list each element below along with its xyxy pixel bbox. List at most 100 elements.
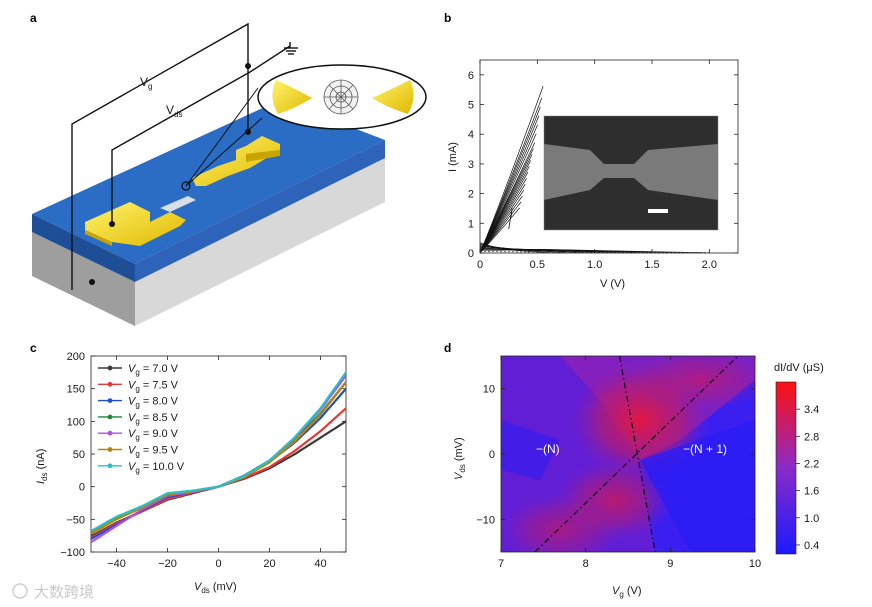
iv-sweep-line (480, 178, 527, 253)
plot-c-axes: −40 −20 0 20 40 −100 −50 0 50 100 150 200 (60, 351, 346, 570)
iv-sweep-line (480, 189, 525, 253)
region-right-label: −(N + 1) (683, 442, 727, 456)
region-left-label: −(N) (536, 442, 560, 456)
vds-label: Vds (166, 103, 182, 119)
plot-b-xlabel: V (V) (600, 278, 625, 290)
y-tick-label: −100 (60, 547, 85, 559)
colorbar-tick-label: 3.4 (804, 404, 819, 416)
oxide-front (32, 214, 135, 282)
colorbar-tick-label: 1.6 (804, 486, 819, 498)
iv-sweep-line (480, 195, 523, 253)
x-tick-label: 0.5 (530, 259, 545, 271)
substrate-side (135, 158, 385, 326)
iv-sweep-line (480, 124, 538, 253)
y-tick-label: 5 (468, 100, 474, 112)
legend-marker (107, 414, 113, 420)
y-tick-label: 150 (67, 384, 85, 396)
legend-marker (107, 381, 113, 387)
legend-label: Vg = 9.5 V (128, 445, 179, 459)
panel-b: b 0 0.5 1.0 1.5 2.0 0 1 2 3 4 5 6 V (V) I (mA) (444, 11, 739, 290)
zoom-line-2 (185, 117, 263, 187)
legend-label: Vg = 8.0 V (128, 396, 179, 410)
plot-b-ylabel: I (mA) (447, 142, 459, 172)
iv-sweep-line (480, 183, 526, 253)
plot-d-axes: 7 8 9 10 −10 0 10 (476, 356, 761, 570)
legend-label: Vg = 7.5 V (128, 379, 179, 393)
colorbar-title: dI/dV (μS) (774, 362, 824, 374)
oxide-side (135, 140, 385, 282)
watermark-logo-icon (12, 583, 28, 599)
x-tick-label: −20 (158, 558, 177, 570)
substrate-front (32, 232, 135, 326)
legend-label: Vg = 9.0 V (128, 428, 179, 442)
degeneracy-line (534, 356, 739, 552)
y-tick-label: 10 (483, 384, 495, 396)
plot-c-xlabel: Vds (mV) (194, 581, 237, 595)
colorbar-tick-label: 2.8 (804, 431, 819, 443)
x-tick-label: 9 (667, 558, 673, 570)
heatmap (501, 356, 755, 552)
y-tick-label: 4 (468, 129, 474, 141)
panel-d-letter: d (444, 341, 451, 355)
source-contact (109, 221, 115, 227)
y-tick-label: 200 (67, 351, 85, 363)
x-tick-label: 0 (215, 558, 221, 570)
gate-contact (89, 279, 95, 285)
panel-a: a Vg Vds (30, 11, 427, 326)
iv-sweep-line (480, 97, 543, 253)
y-tick-label: 100 (67, 416, 85, 428)
y-tick-label: −10 (476, 514, 495, 526)
iv-sweep-line (480, 115, 540, 253)
watermark: 大数跨境 (12, 583, 94, 601)
legend-label: Vg = 7.0 V (128, 363, 179, 377)
legend-marker (107, 398, 113, 403)
x-tick-label: 40 (314, 558, 326, 570)
x-tick-label: 2.0 (702, 259, 717, 271)
panel-a-letter: a (30, 11, 37, 25)
y-tick-label: 0 (489, 449, 495, 461)
panel-c-letter: c (30, 341, 37, 355)
plot-b-frame (479, 59, 739, 254)
vg-label: Vg (140, 75, 152, 91)
nanogap-marker (181, 181, 191, 191)
legend-marker (107, 365, 113, 371)
colorbar (775, 381, 797, 555)
y-tick-label: 0 (79, 482, 85, 494)
plot-d-ylabel: Vds (mV) (453, 437, 467, 480)
plot-c-ylabel: Ids (nA) (35, 449, 49, 484)
y-tick-label: −50 (66, 514, 85, 526)
iv-return-line (480, 249, 704, 253)
x-tick-label: 1.5 (644, 259, 659, 271)
legend-label: Vg = 8.5 V (128, 412, 179, 426)
colorbar-ticks: 3.4 2.8 2.2 1.6 1.0 0.4 (796, 404, 819, 552)
x-tick-label: 10 (749, 558, 761, 570)
x-tick-label: 20 (263, 558, 275, 570)
colorbar-tick-label: 1.0 (804, 513, 819, 525)
plot-d-xlabel: Vg (V) (612, 585, 642, 599)
degeneracy-line (618, 356, 656, 552)
panel-b-letter: b (444, 11, 451, 25)
gold-electrodes (85, 136, 280, 246)
legend-label: Vg = 10.0 V (128, 461, 185, 475)
y-tick-label: 0 (468, 248, 474, 260)
degeneracy-lines (534, 356, 739, 552)
tip-right (372, 80, 414, 114)
iv-jump-line (508, 208, 513, 230)
legend-marker (107, 463, 113, 469)
plot-c-legend: Vg = 7.0 V Vg = 7.5 V Vg = 8.0 V Vg = 8.5 V… (98, 363, 185, 475)
x-tick-label: 0 (477, 259, 483, 271)
legend-marker (107, 430, 113, 436)
panel-d: d 7 8 9 10 −10 0 10 −(N) −(N + 1) Vg (V) Vds (… (444, 341, 824, 599)
y-tick-label: 2 (468, 189, 474, 201)
sem-inset (543, 115, 719, 231)
y-tick-label: 3 (468, 159, 474, 171)
legend-marker (107, 447, 113, 452)
plot-b-data (480, 85, 710, 253)
x-tick-label: 1.0 (587, 259, 602, 271)
colorbar-tick-label: 0.4 (804, 540, 819, 552)
circuit-wires (71, 22, 298, 290)
colorbar-tick-label: 2.2 (804, 458, 819, 470)
y-tick-label: 6 (468, 70, 474, 82)
c60-molecule (323, 79, 359, 115)
